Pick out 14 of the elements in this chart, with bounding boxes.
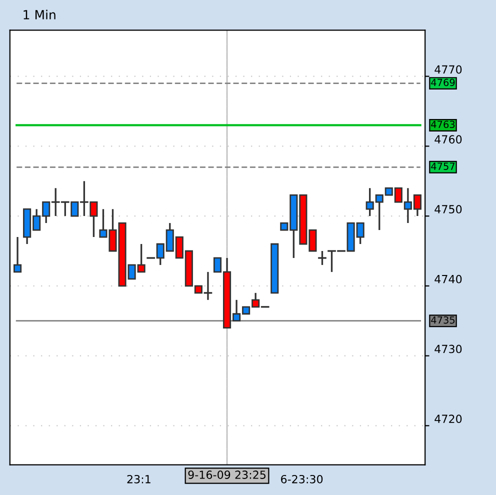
text: 23:1 xyxy=(127,474,150,484)
ref-line-label: 4735 xyxy=(431,316,455,324)
ref-line-label: 4769 xyxy=(431,78,455,86)
x-tick-label: 9-16-09 23:25 xyxy=(188,470,266,479)
y-tick-label: 4740 xyxy=(434,274,462,284)
chart-title: 1 Min xyxy=(24,10,56,20)
ref-line-label: 4763 xyxy=(431,120,455,128)
y-tick-label: 4770 xyxy=(434,65,462,74)
y-tick-label: 4730 xyxy=(434,344,462,354)
text: 6-23:30 xyxy=(281,474,323,484)
ref-line-label: 4757 xyxy=(431,162,455,170)
y-tick-label: 4760 xyxy=(434,135,462,144)
y-tick-label: 4720 xyxy=(434,414,462,424)
y-tick-label: 4750 xyxy=(434,205,462,214)
